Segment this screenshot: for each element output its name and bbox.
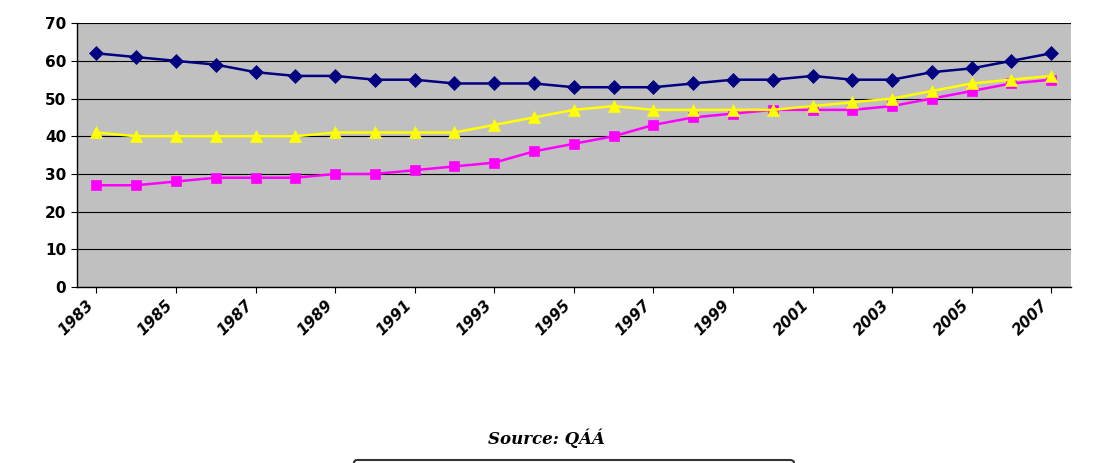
Legend: Single, Married, Total: Single, Married, Total xyxy=(354,460,794,463)
Text: Source: QÁÁ: Source: QÁÁ xyxy=(489,429,604,449)
